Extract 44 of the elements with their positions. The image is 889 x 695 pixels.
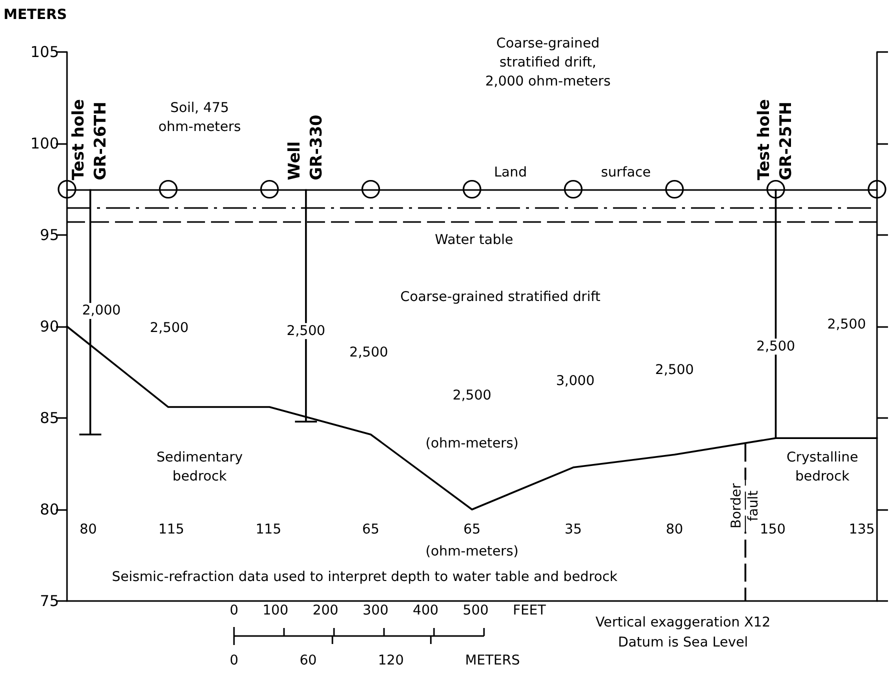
annotation: Soil, 475 ohm-meters — [158, 100, 241, 136]
annotation: 2,500 — [756, 338, 796, 354]
annotation: 115 — [158, 521, 184, 538]
annotation: 2,500 — [655, 362, 694, 378]
annotation: 65 — [463, 521, 481, 538]
y-axis-title: METERS — [4, 7, 67, 23]
y-tick-label: 95 — [40, 226, 59, 244]
annotation: 150 — [760, 521, 786, 538]
annotation: 115 — [256, 521, 282, 538]
text: Vertical exaggeration X12 Datum is Sea Level — [596, 614, 770, 651]
y-tick-label: 85 — [40, 409, 59, 427]
annotation: Seismic-refraction data used to interpret depth to water table and bedrock — [112, 568, 618, 585]
text: 0 60 120 METERS — [230, 652, 520, 669]
annotation: Water table — [434, 232, 514, 248]
annotation: 135 — [848, 521, 875, 538]
annotation: 2,000 — [82, 302, 121, 319]
y-tick-label: 105 — [30, 43, 59, 61]
annotation: Land — [494, 164, 527, 180]
annotation: (ohm-meters) — [425, 543, 519, 560]
annotation: Well GR-330 — [284, 114, 326, 180]
annotation: surface — [600, 164, 651, 180]
annotation: 2,500 — [827, 316, 866, 332]
annotation: 65 — [362, 521, 380, 538]
annotation: 2,500 — [452, 388, 492, 404]
annotation: Border fault — [728, 482, 762, 528]
annotation: Crystalline bedrock — [786, 450, 858, 485]
y-tick-label: 100 — [30, 134, 59, 152]
annotation: Test hole GR-25TH — [754, 99, 796, 180]
annotation: 2,500 — [349, 344, 388, 361]
annotation: 3,000 — [556, 373, 595, 390]
annotation: Test hole GR-26TH — [68, 99, 110, 180]
annotation: 35 — [564, 521, 582, 538]
annotation: 2,500 — [286, 322, 326, 339]
y-tick-label: 90 — [40, 318, 59, 336]
text: 0 100 200 300 400 500 FEET — [230, 602, 547, 619]
annotation: Coarse-grained stratified drift, 2,000 ohm-meters — [485, 36, 611, 90]
annotation: 80 — [666, 521, 684, 538]
annotation: Coarse-grained stratified drift — [400, 288, 600, 305]
annotation: 80 — [80, 521, 97, 538]
y-tick-label: 80 — [40, 500, 59, 518]
annotation: Sedimentary bedrock — [156, 450, 243, 485]
annotation: 2,500 — [150, 320, 189, 336]
annotation: (ohm-meters) — [425, 435, 519, 452]
y-tick-label: 75 — [40, 592, 59, 610]
